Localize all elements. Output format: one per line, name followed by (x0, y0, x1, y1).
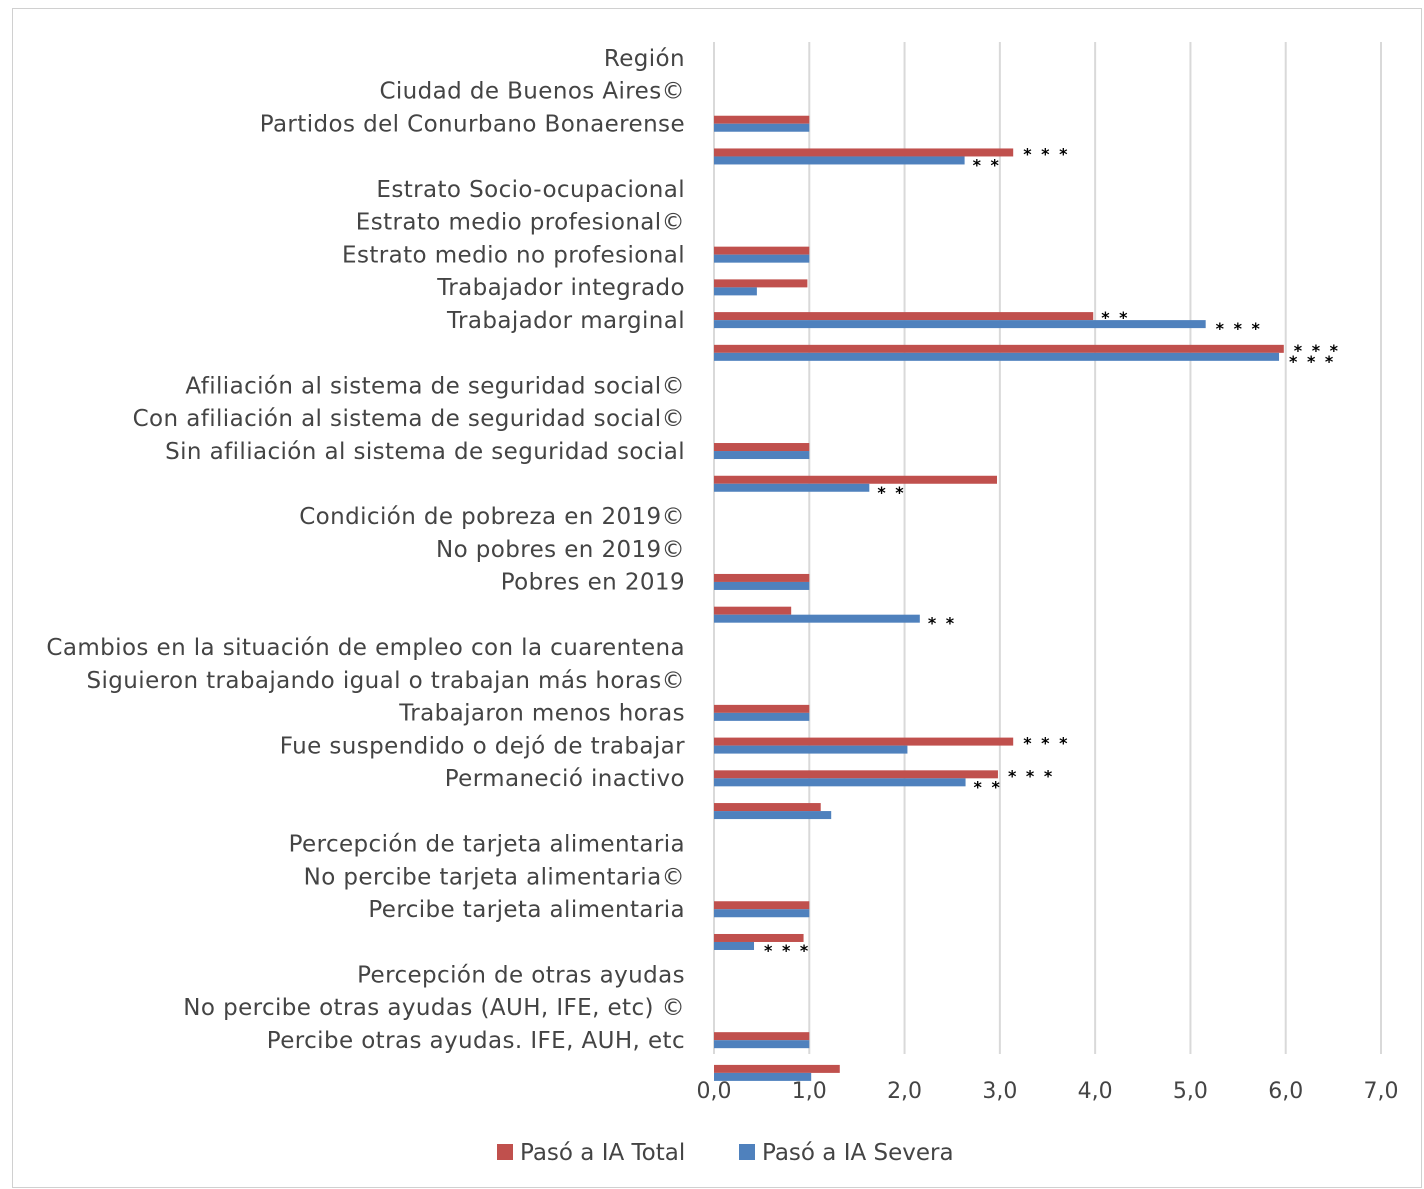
significance-ia-total: * * * (1023, 734, 1069, 753)
category-label: Estrato medio no profesional (342, 242, 685, 268)
category-label: No percibe otras ayudas (AUH, IFE, etc) … (183, 995, 685, 1021)
bar-ia-total (714, 901, 810, 910)
x-axis-ticks: 0,0 1,0 2,0 3,0 4,0 5,0 6,0 7,0 (697, 1079, 1399, 1104)
category-label: Fue suspendido o dejó de trabajar (280, 733, 685, 759)
bar-ia-severa (714, 941, 755, 950)
legend-label: Pasó a IA Severa (762, 1140, 954, 1166)
chart-frame (12, 8, 1422, 1188)
category-label: Trabajaron menos horas (398, 701, 685, 727)
bar-ia-total (714, 115, 810, 124)
category-label: Permaneció inactivo (445, 766, 685, 792)
significance-ia-total: * * (1101, 308, 1129, 327)
bar-ia-total (714, 770, 998, 779)
significance-ia-severa: * * (974, 777, 1002, 796)
x-tick-label: 7,0 (1364, 1079, 1399, 1104)
bar-ia-severa (714, 581, 810, 590)
bar-ia-severa (714, 712, 810, 721)
bar-ia-severa (714, 778, 966, 787)
bar-ia-severa (714, 156, 965, 165)
category-label: Estrato medio profesional© (356, 210, 685, 236)
bar-ia-severa (714, 254, 810, 263)
category-label: Siguieron trabajando igual o trabajan má… (87, 668, 685, 694)
significance-ia-total: * * * (1294, 341, 1340, 360)
bar-ia-severa (714, 1072, 812, 1081)
bar-ia-total (714, 312, 1094, 321)
category-label: Percibe tarjeta alimentaria (368, 897, 685, 923)
bar-ia-total (714, 148, 1014, 157)
significance-ia-severa: * * * (1216, 319, 1262, 338)
bar-ia-severa (714, 614, 920, 623)
x-tick-label: 5,0 (1173, 1079, 1208, 1104)
bar-ia-severa (714, 1040, 810, 1049)
category-label: No pobres en 2019© (436, 537, 685, 563)
category-label: Percepción de tarjeta alimentaria (289, 832, 685, 858)
x-tick-label: 3,0 (982, 1079, 1017, 1104)
category-label: Cambios en la situación de empleo con la… (46, 635, 685, 661)
significance-ia-total: * * * (1008, 766, 1054, 785)
bar-ia-total (714, 279, 808, 288)
category-label: Afiliación al sistema de seguridad socia… (185, 373, 685, 399)
significance-labels: * * ** ** ** * ** * ** * ** ** ** * ** *… (764, 144, 1340, 960)
bar-ia-severa (714, 909, 810, 918)
bar-ia-severa (714, 811, 832, 820)
bar-ia-total (714, 704, 810, 713)
significance-ia-severa: * * * (1289, 352, 1335, 371)
bar-ia-total (714, 443, 810, 452)
gridlines (713, 42, 1382, 1054)
bar-ia-severa (714, 483, 870, 492)
bar-ia-total (714, 344, 1284, 353)
significance-ia-total: * * * (1023, 144, 1069, 163)
bars (714, 115, 1284, 1081)
bar-ia-severa (714, 352, 1280, 361)
bar-ia-total (714, 475, 997, 484)
significance-ia-severa: * * (877, 483, 905, 502)
category-label: Trabajador marginal (446, 308, 685, 334)
category-label: Trabajador integrado (436, 275, 685, 301)
bar-ia-total (714, 246, 810, 255)
category-label: Percepción de otras ayudas (357, 962, 685, 988)
category-label: Estrato Socio-ocupacional (376, 177, 685, 203)
bar-ia-severa (714, 320, 1206, 329)
x-tick-label: 1,0 (792, 1079, 827, 1104)
bar-ia-severa (714, 123, 810, 132)
legend: Pasó a IA Total Pasó a IA Severa (497, 1140, 954, 1166)
legend-label: Pasó a IA Total (520, 1140, 685, 1166)
significance-ia-severa: * * (973, 155, 1001, 174)
category-label: Con afiliación al sistema de seguridad s… (133, 406, 685, 432)
x-tick-label: 0,0 (697, 1079, 732, 1104)
x-tick-label: 6,0 (1268, 1079, 1303, 1104)
bar-ia-total (714, 737, 1014, 746)
category-label: Condición de pobreza en 2019© (299, 504, 685, 530)
bar-ia-severa (714, 451, 810, 460)
x-tick-label: 4,0 (1078, 1079, 1113, 1104)
bar-ia-total (714, 1064, 840, 1073)
legend-swatch (497, 1144, 513, 1160)
legend-swatch (739, 1144, 755, 1160)
bar-ia-total (714, 1032, 810, 1041)
bar-ia-total (714, 606, 792, 615)
bar-ia-severa (714, 745, 908, 754)
x-tick-label: 2,0 (887, 1079, 922, 1104)
category-label: Ciudad de Buenos Aires© (379, 79, 685, 105)
category-label: Pobres en 2019 (501, 570, 685, 596)
significance-ia-severa: * * * (764, 941, 810, 960)
bar-ia-severa (714, 287, 757, 296)
category-label: No percibe tarjeta alimentaria© (304, 864, 685, 890)
category-label: Sin afiliación al sistema de seguridad s… (165, 439, 685, 465)
category-labels: Región Ciudad de Buenos Aires© Partidos de… (46, 46, 685, 1054)
category-label: Región (604, 46, 685, 72)
bar-ia-total (714, 803, 821, 812)
significance-ia-severa: * * (928, 614, 956, 633)
bar-ia-total (714, 573, 810, 582)
category-label: Percibe otras ayudas. IFE, AUH, etc (267, 1028, 685, 1054)
bar-ia-total (714, 933, 804, 942)
category-label: Partidos del Conurbano Bonaerense (260, 111, 685, 137)
